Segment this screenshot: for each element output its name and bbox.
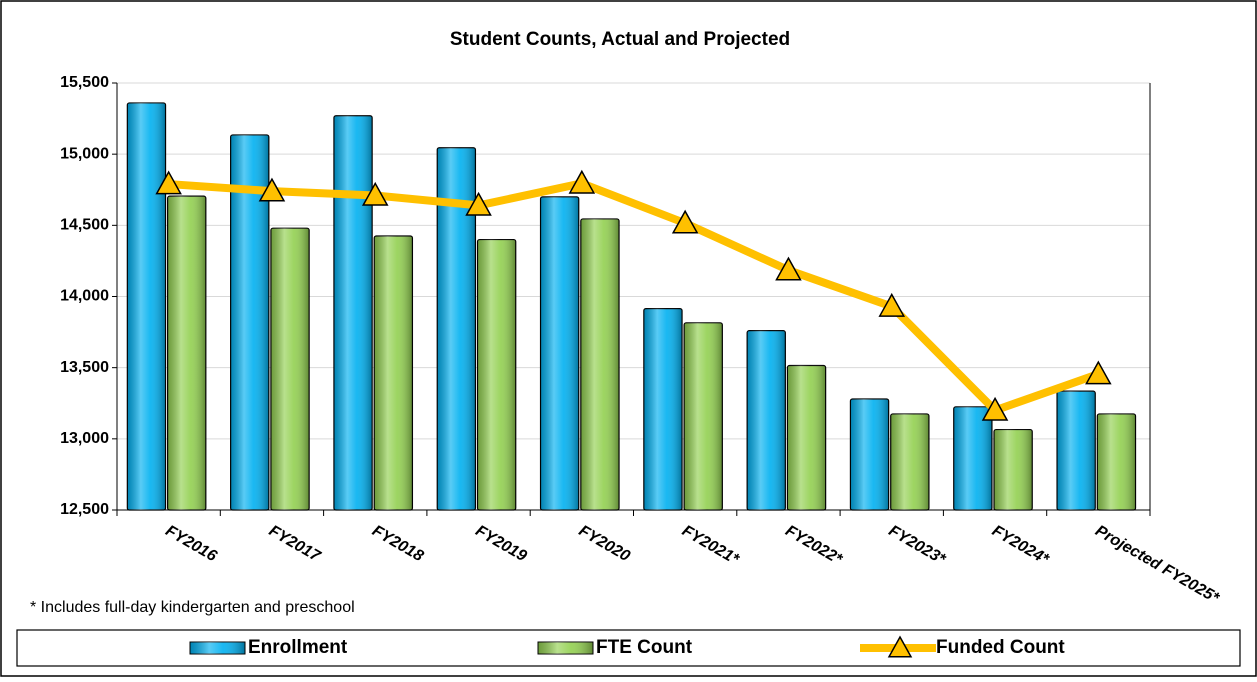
marker (361, 181, 389, 206)
y-tick-label: 15,500 (60, 74, 109, 91)
bar-group (993, 428, 1033, 511)
line (168, 179, 1100, 415)
x-tick-label: FY2018 (369, 522, 426, 565)
bar-group (1096, 413, 1137, 511)
legend-label: FTE Count (596, 637, 693, 658)
legend-label: Funded Count (936, 637, 1065, 658)
y-tick-label: 14,000 (60, 288, 109, 305)
marker (981, 396, 1009, 421)
legend-marker (887, 635, 913, 658)
marker (671, 209, 699, 234)
bar-group (643, 307, 683, 511)
bar-shine (333, 115, 373, 510)
x-tick-label: FY2020 (576, 522, 633, 565)
bar-group (1056, 390, 1096, 511)
x-tick-label: FY2024* (989, 522, 1052, 568)
bar-group (230, 134, 270, 511)
bar-shine (643, 308, 683, 510)
bar-group (580, 218, 620, 511)
bar-shine (127, 102, 166, 510)
x-tick-label: FY2021* (679, 522, 742, 568)
bar-shine (890, 413, 929, 510)
bar-group (270, 227, 310, 511)
marker (568, 169, 596, 194)
x-tick-label: FY2022* (782, 522, 845, 568)
bar-shine (437, 147, 476, 511)
bar-group (953, 406, 993, 511)
bar-shine (580, 218, 620, 510)
bar-group (436, 147, 477, 511)
bar-group (786, 364, 827, 511)
bar-shine (850, 398, 889, 510)
footnote: * Includes full-day kindergarten and pre… (30, 599, 355, 616)
bar-shine (994, 429, 1033, 510)
bar-group (167, 195, 207, 511)
marker (878, 292, 906, 317)
chart-title: Student Counts, Actual and Projected (450, 29, 790, 50)
bar-shine (230, 134, 269, 510)
bar-shine (167, 196, 206, 510)
x-tick-label: Projected FY2025* (1092, 522, 1222, 607)
bar-shine (477, 239, 516, 511)
bar-group (539, 196, 580, 511)
y-tick-label: 13,500 (60, 359, 109, 376)
bar-group (683, 322, 723, 511)
bar-shine (747, 330, 786, 510)
marker (465, 191, 492, 216)
bar-group (126, 102, 167, 511)
bar-shine (1097, 413, 1136, 510)
marker (155, 170, 182, 195)
x-tick-label: FY2019 (472, 522, 529, 565)
marker (258, 177, 286, 202)
bar-group (333, 115, 373, 511)
bar-shine (684, 322, 723, 510)
x-tick-label: FY2023* (886, 522, 949, 568)
y-tick-label: 12,500 (60, 501, 109, 518)
marker (775, 256, 802, 281)
y-tick-label: 15,000 (60, 145, 109, 162)
bar-group (476, 238, 517, 511)
legend-label: Enrollment (248, 637, 348, 658)
bar-shine (270, 228, 310, 510)
bar-shine (953, 406, 992, 510)
bar-shine (374, 236, 413, 510)
legend-swatch-shine (538, 642, 593, 654)
legend-box (16, 629, 1241, 667)
bar-group (849, 398, 890, 511)
bar-group (890, 413, 930, 511)
marker (1085, 360, 1112, 385)
x-tick-label: FY2017 (266, 522, 324, 565)
bar-shine (787, 365, 826, 510)
bar-group (746, 330, 786, 511)
y-tick-label: 13,000 (60, 430, 109, 447)
y-tick-label: 14,500 (60, 217, 109, 234)
bar-shine (540, 196, 579, 510)
bar-shine (1057, 391, 1096, 510)
bar-group (373, 235, 414, 511)
x-tick-label: FY2016 (163, 522, 220, 565)
legend-swatch-shine (190, 642, 245, 654)
